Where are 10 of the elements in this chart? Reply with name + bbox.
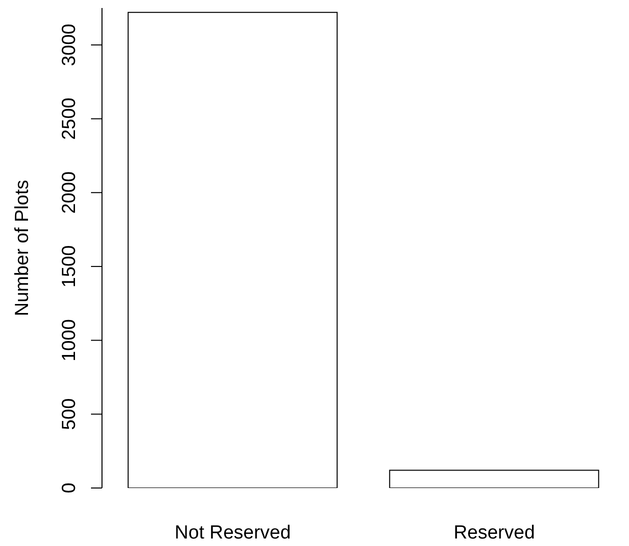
y-tick-label: 1500 (59, 245, 80, 288)
y-tick-label: 3000 (59, 24, 80, 66)
y-tick-label: 2500 (59, 98, 80, 140)
y-axis-title: Number of Plots (12, 180, 33, 316)
x-tick-label: Not Reserved (174, 522, 291, 544)
y-tick-label: 2000 (59, 171, 80, 214)
y-tick-label: 500 (59, 398, 80, 430)
x-tick-label: Reserved (454, 522, 535, 544)
y-tick-label: 0 (59, 482, 80, 494)
y-tick-label: 1000 (59, 319, 80, 362)
